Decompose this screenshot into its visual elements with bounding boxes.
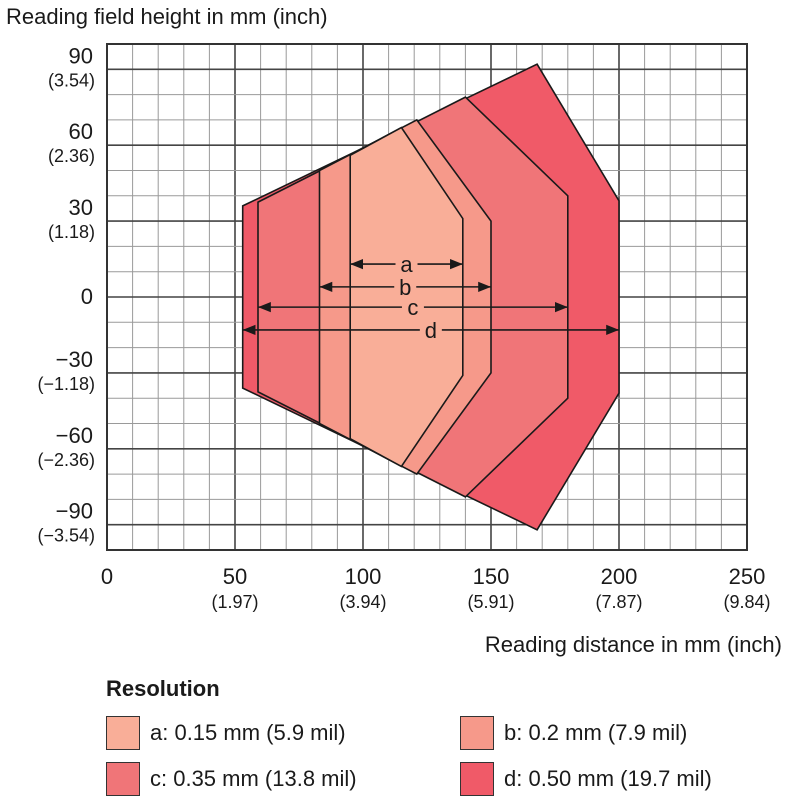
legend-item-c: c: 0.35 mm (13.8 mil): [106, 762, 357, 796]
legend-label-a: a: 0.15 mm (5.9 mil): [150, 720, 346, 745]
x-tick-sublabel: (5.91): [467, 592, 514, 612]
legend-label-d: d: 0.50 mm (19.7 mil): [504, 766, 712, 791]
y-tick-sublabel: (−1.18): [37, 374, 95, 394]
y-tick-label: −90: [56, 499, 93, 524]
legend-swatch-b: [460, 716, 494, 750]
legend-swatch-d: [460, 762, 494, 796]
plot-frame: [106, 43, 748, 551]
x-tick-label: 50: [223, 564, 247, 589]
zone-label-c: c: [407, 295, 418, 320]
x-tick-sublabel: (7.87): [595, 592, 642, 612]
legend-title: Resolution: [106, 676, 220, 701]
y-tick-label: −30: [56, 347, 93, 372]
x-tick-label: 200: [601, 564, 638, 589]
y-tick-label: −60: [56, 423, 93, 448]
y-tick-sublabel: (2.36): [48, 146, 95, 166]
y-tick-label: 30: [69, 195, 93, 220]
legend-swatch-a: [106, 716, 140, 750]
legend-label-b: b: 0.2 mm (7.9 mil): [504, 720, 688, 745]
legend-item-b: b: 0.2 mm (7.9 mil): [460, 716, 687, 750]
x-tick-labels: 0 50 (1.97) 100 (3.94) 150 (5.91) 200 (7.87) 250 (…: [101, 564, 771, 612]
x-axis-title: Reading distance in mm (inch): [484, 632, 782, 657]
zone-label-d: d: [425, 318, 437, 343]
x-tick-sublabel: (3.94): [339, 592, 386, 612]
legend-swatch-c: [106, 762, 140, 796]
x-tick-sublabel: (1.97): [211, 592, 258, 612]
x-tick-label: 0: [101, 564, 113, 589]
y-tick-label: 0: [81, 284, 93, 309]
y-tick-sublabel: (1.18): [48, 222, 95, 242]
x-tick-sublabel: (9.84): [723, 592, 770, 612]
plot-border: [106, 43, 748, 551]
zone-a: [349, 126, 464, 468]
y-tick-sublabel: (−2.36): [37, 450, 95, 470]
legend-item-a: a: 0.15 mm (5.9 mil): [106, 716, 346, 750]
x-tick-label: 100: [345, 564, 382, 589]
y-tick-labels: 90(3.54)60(2.36)30(1.18)0−30(−1.18)−60(−…: [37, 43, 95, 545]
reading-zones: [241, 63, 620, 531]
y-tick-sublabel: (3.54): [48, 70, 95, 90]
y-tick-label: 60: [69, 119, 93, 144]
x-tick-label: 150: [473, 564, 510, 589]
legend-label-c: c: 0.35 mm (13.8 mil): [150, 766, 357, 791]
y-tick-sublabel: (−3.54): [37, 526, 95, 546]
y-axis-title: Reading field height in mm (inch): [6, 4, 328, 29]
zone-label-a: a: [400, 252, 413, 277]
legend-item-d: d: 0.50 mm (19.7 mil): [460, 762, 712, 796]
x-tick-label: 250: [729, 564, 766, 589]
zone-label-b: b: [399, 275, 411, 300]
y-tick-label: 90: [69, 43, 93, 68]
